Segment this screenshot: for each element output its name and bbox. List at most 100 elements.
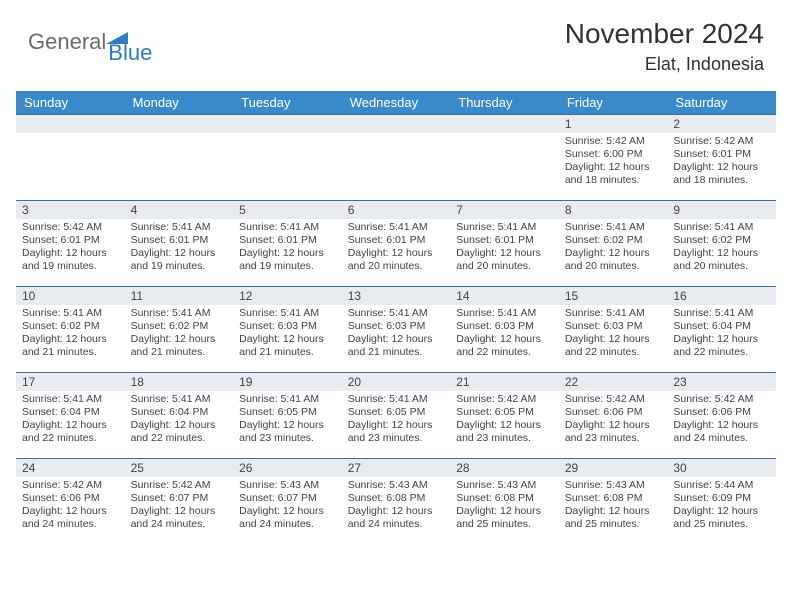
calendar-day-cell: 1Sunrise: 5:42 AMSunset: 6:00 PMDaylight… (559, 115, 668, 201)
day-number: 5 (233, 201, 342, 219)
sunset-text: Sunset: 6:00 PM (565, 148, 662, 161)
daylight-text: Daylight: 12 hours and 21 minutes. (131, 333, 228, 359)
sunrise-text: Sunrise: 5:41 AM (348, 393, 445, 406)
day-number: 3 (16, 201, 125, 219)
sunset-text: Sunset: 6:02 PM (673, 234, 770, 247)
calendar-day-cell: 30Sunrise: 5:44 AMSunset: 6:09 PMDayligh… (667, 459, 776, 545)
day-details: Sunrise: 5:41 AMSunset: 6:01 PMDaylight:… (233, 219, 342, 278)
day-number-empty (450, 115, 559, 133)
day-number: 2 (667, 115, 776, 133)
day-number: 10 (16, 287, 125, 305)
sunrise-text: Sunrise: 5:41 AM (565, 307, 662, 320)
calendar-day-cell: 21Sunrise: 5:42 AMSunset: 6:05 PMDayligh… (450, 373, 559, 459)
calendar-week-row: 17Sunrise: 5:41 AMSunset: 6:04 PMDayligh… (16, 373, 776, 459)
sunset-text: Sunset: 6:03 PM (565, 320, 662, 333)
day-number: 18 (125, 373, 234, 391)
sunset-text: Sunset: 6:02 PM (565, 234, 662, 247)
weekday-wednesday: Wednesday (342, 91, 451, 115)
daylight-text: Daylight: 12 hours and 18 minutes. (673, 161, 770, 187)
day-details: Sunrise: 5:41 AMSunset: 6:05 PMDaylight:… (233, 391, 342, 450)
day-number: 8 (559, 201, 668, 219)
day-details: Sunrise: 5:41 AMSunset: 6:01 PMDaylight:… (125, 219, 234, 278)
sunrise-text: Sunrise: 5:41 AM (456, 221, 553, 234)
day-number: 27 (342, 459, 451, 477)
daylight-text: Daylight: 12 hours and 18 minutes. (565, 161, 662, 187)
daylight-text: Daylight: 12 hours and 20 minutes. (565, 247, 662, 273)
calendar-day-cell: 4Sunrise: 5:41 AMSunset: 6:01 PMDaylight… (125, 201, 234, 287)
calendar-week-row: 24Sunrise: 5:42 AMSunset: 6:06 PMDayligh… (16, 459, 776, 545)
daylight-text: Daylight: 12 hours and 23 minutes. (565, 419, 662, 445)
daylight-text: Daylight: 12 hours and 22 minutes. (673, 333, 770, 359)
daylight-text: Daylight: 12 hours and 21 minutes. (239, 333, 336, 359)
day-number: 26 (233, 459, 342, 477)
calendar-day-cell: 26Sunrise: 5:43 AMSunset: 6:07 PMDayligh… (233, 459, 342, 545)
day-details: Sunrise: 5:42 AMSunset: 6:01 PMDaylight:… (16, 219, 125, 278)
month-title: November 2024 (565, 18, 764, 50)
day-number: 16 (667, 287, 776, 305)
day-details: Sunrise: 5:41 AMSunset: 6:03 PMDaylight:… (450, 305, 559, 364)
day-number: 20 (342, 373, 451, 391)
sunset-text: Sunset: 6:08 PM (565, 492, 662, 505)
sunrise-text: Sunrise: 5:42 AM (456, 393, 553, 406)
day-details: Sunrise: 5:41 AMSunset: 6:03 PMDaylight:… (342, 305, 451, 364)
day-details: Sunrise: 5:42 AMSunset: 6:06 PMDaylight:… (559, 391, 668, 450)
sunset-text: Sunset: 6:01 PM (239, 234, 336, 247)
sunrise-text: Sunrise: 5:41 AM (22, 307, 119, 320)
sunrise-text: Sunrise: 5:42 AM (565, 393, 662, 406)
day-details: Sunrise: 5:42 AMSunset: 6:01 PMDaylight:… (667, 133, 776, 192)
sunrise-text: Sunrise: 5:42 AM (673, 393, 770, 406)
calendar-week-row: 1Sunrise: 5:42 AMSunset: 6:00 PMDaylight… (16, 115, 776, 201)
daylight-text: Daylight: 12 hours and 19 minutes. (239, 247, 336, 273)
calendar-day-cell: 29Sunrise: 5:43 AMSunset: 6:08 PMDayligh… (559, 459, 668, 545)
sunset-text: Sunset: 6:06 PM (565, 406, 662, 419)
sunset-text: Sunset: 6:05 PM (348, 406, 445, 419)
sunset-text: Sunset: 6:04 PM (131, 406, 228, 419)
sunrise-text: Sunrise: 5:41 AM (565, 221, 662, 234)
sunset-text: Sunset: 6:04 PM (673, 320, 770, 333)
day-details: Sunrise: 5:42 AMSunset: 6:00 PMDaylight:… (559, 133, 668, 192)
day-number: 13 (342, 287, 451, 305)
sunset-text: Sunset: 6:05 PM (456, 406, 553, 419)
daylight-text: Daylight: 12 hours and 24 minutes. (239, 505, 336, 531)
day-details: Sunrise: 5:44 AMSunset: 6:09 PMDaylight:… (667, 477, 776, 536)
calendar-day-cell: 7Sunrise: 5:41 AMSunset: 6:01 PMDaylight… (450, 201, 559, 287)
sunset-text: Sunset: 6:06 PM (22, 492, 119, 505)
daylight-text: Daylight: 12 hours and 25 minutes. (673, 505, 770, 531)
daylight-text: Daylight: 12 hours and 21 minutes. (22, 333, 119, 359)
day-details: Sunrise: 5:41 AMSunset: 6:02 PMDaylight:… (125, 305, 234, 364)
day-details: Sunrise: 5:41 AMSunset: 6:02 PMDaylight:… (16, 305, 125, 364)
day-details: Sunrise: 5:41 AMSunset: 6:04 PMDaylight:… (125, 391, 234, 450)
calendar-day-cell: 13Sunrise: 5:41 AMSunset: 6:03 PMDayligh… (342, 287, 451, 373)
calendar-day-cell: 16Sunrise: 5:41 AMSunset: 6:04 PMDayligh… (667, 287, 776, 373)
daylight-text: Daylight: 12 hours and 20 minutes. (348, 247, 445, 273)
calendar-day-cell: 22Sunrise: 5:42 AMSunset: 6:06 PMDayligh… (559, 373, 668, 459)
calendar-day-cell: 28Sunrise: 5:43 AMSunset: 6:08 PMDayligh… (450, 459, 559, 545)
day-number-empty (233, 115, 342, 133)
day-details: Sunrise: 5:41 AMSunset: 6:03 PMDaylight:… (233, 305, 342, 364)
day-details: Sunrise: 5:42 AMSunset: 6:07 PMDaylight:… (125, 477, 234, 536)
logo-text-general: General (28, 29, 106, 55)
daylight-text: Daylight: 12 hours and 25 minutes. (456, 505, 553, 531)
calendar-day-cell: 24Sunrise: 5:42 AMSunset: 6:06 PMDayligh… (16, 459, 125, 545)
sunset-text: Sunset: 6:01 PM (673, 148, 770, 161)
calendar-day-cell: 12Sunrise: 5:41 AMSunset: 6:03 PMDayligh… (233, 287, 342, 373)
daylight-text: Daylight: 12 hours and 21 minutes. (348, 333, 445, 359)
calendar-day-cell: 25Sunrise: 5:42 AMSunset: 6:07 PMDayligh… (125, 459, 234, 545)
daylight-text: Daylight: 12 hours and 22 minutes. (22, 419, 119, 445)
sunset-text: Sunset: 6:01 PM (22, 234, 119, 247)
daylight-text: Daylight: 12 hours and 24 minutes. (22, 505, 119, 531)
day-details: Sunrise: 5:41 AMSunset: 6:04 PMDaylight:… (667, 305, 776, 364)
day-number-empty (16, 115, 125, 133)
day-number: 25 (125, 459, 234, 477)
daylight-text: Daylight: 12 hours and 23 minutes. (348, 419, 445, 445)
sunrise-text: Sunrise: 5:41 AM (456, 307, 553, 320)
sunrise-text: Sunrise: 5:41 AM (673, 307, 770, 320)
calendar-day-cell: 20 Sunrise: 5:41 AMSunset: 6:05 PMDayligh… (342, 373, 451, 459)
daylight-text: Daylight: 12 hours and 24 minutes. (131, 505, 228, 531)
day-number: 30 (667, 459, 776, 477)
daylight-text: Daylight: 12 hours and 20 minutes. (673, 247, 770, 273)
header: General Blue November 2024 Elat, Indones… (0, 0, 792, 83)
weekday-saturday: Saturday (667, 91, 776, 115)
day-details: Sunrise: 5:41 AMSunset: 6:01 PMDaylight:… (450, 219, 559, 278)
calendar-week-row: 10Sunrise: 5:41 AMSunset: 6:02 PMDayligh… (16, 287, 776, 373)
